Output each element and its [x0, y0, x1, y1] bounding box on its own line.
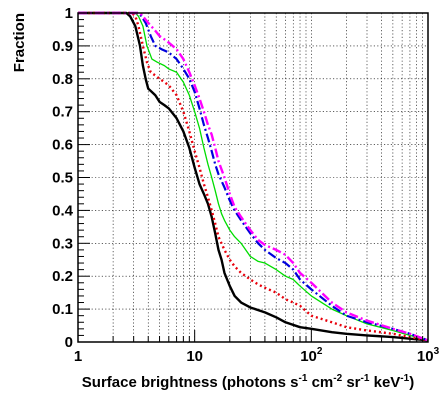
x-axis-title-exponent: -2 [333, 373, 342, 384]
y-tick-label: 0.7 [52, 104, 73, 121]
tick-labels: 0 0.1 0.2 0.3 0.4 0.5 0.6 0.7 0.8 0.9 1 1 10 102 103 [52, 5, 439, 365]
plot-frame [77, 12, 429, 343]
y-tick-label: 0.3 [52, 235, 73, 252]
y-tick-label: 1 [65, 5, 73, 22]
series-line-3 [78, 12, 429, 341]
series-line-4 [78, 11, 429, 342]
x-axis-title-exponent: -1 [361, 373, 370, 384]
x-axis-title-text: keV [369, 374, 400, 391]
y-tick-label: 0.1 [52, 301, 73, 318]
x-tick-label: 1 [74, 348, 82, 365]
series-line-1 [78, 11, 429, 342]
x-axis-title-text: ) [409, 374, 414, 391]
x-axis-title-text: sr [342, 374, 361, 391]
x-tick-label: 103 [417, 346, 440, 365]
y-axis-title: Fraction [11, 13, 28, 72]
y-tick-label: 0.6 [52, 137, 73, 154]
y-tick-label: 0.5 [52, 170, 73, 187]
series-line-2 [78, 11, 429, 342]
x-axis-title-exponent: -1 [299, 373, 308, 384]
axis-ticks [77, 12, 424, 343]
y-tick-label: 0.4 [52, 202, 74, 219]
y-tick-label: 0.2 [52, 268, 73, 285]
y-tick-label: 0.8 [52, 71, 73, 88]
x-axis-title-exponent: -1 [400, 373, 409, 384]
grid-lines [78, 13, 428, 342]
x-axis-title: Surface brightness (photons s-1 cm-2 sr-… [82, 373, 414, 391]
series-line-5 [78, 11, 429, 342]
x-tick-label: 102 [300, 346, 323, 365]
x-axis-title-text: Surface brightness (photons s [82, 374, 299, 391]
x-tick-label: 10 [186, 348, 203, 365]
series-group [78, 11, 429, 342]
x-axis-title-text: cm [307, 374, 333, 391]
y-tick-label: 0 [65, 334, 73, 351]
y-tick-label: 0.9 [52, 38, 73, 55]
